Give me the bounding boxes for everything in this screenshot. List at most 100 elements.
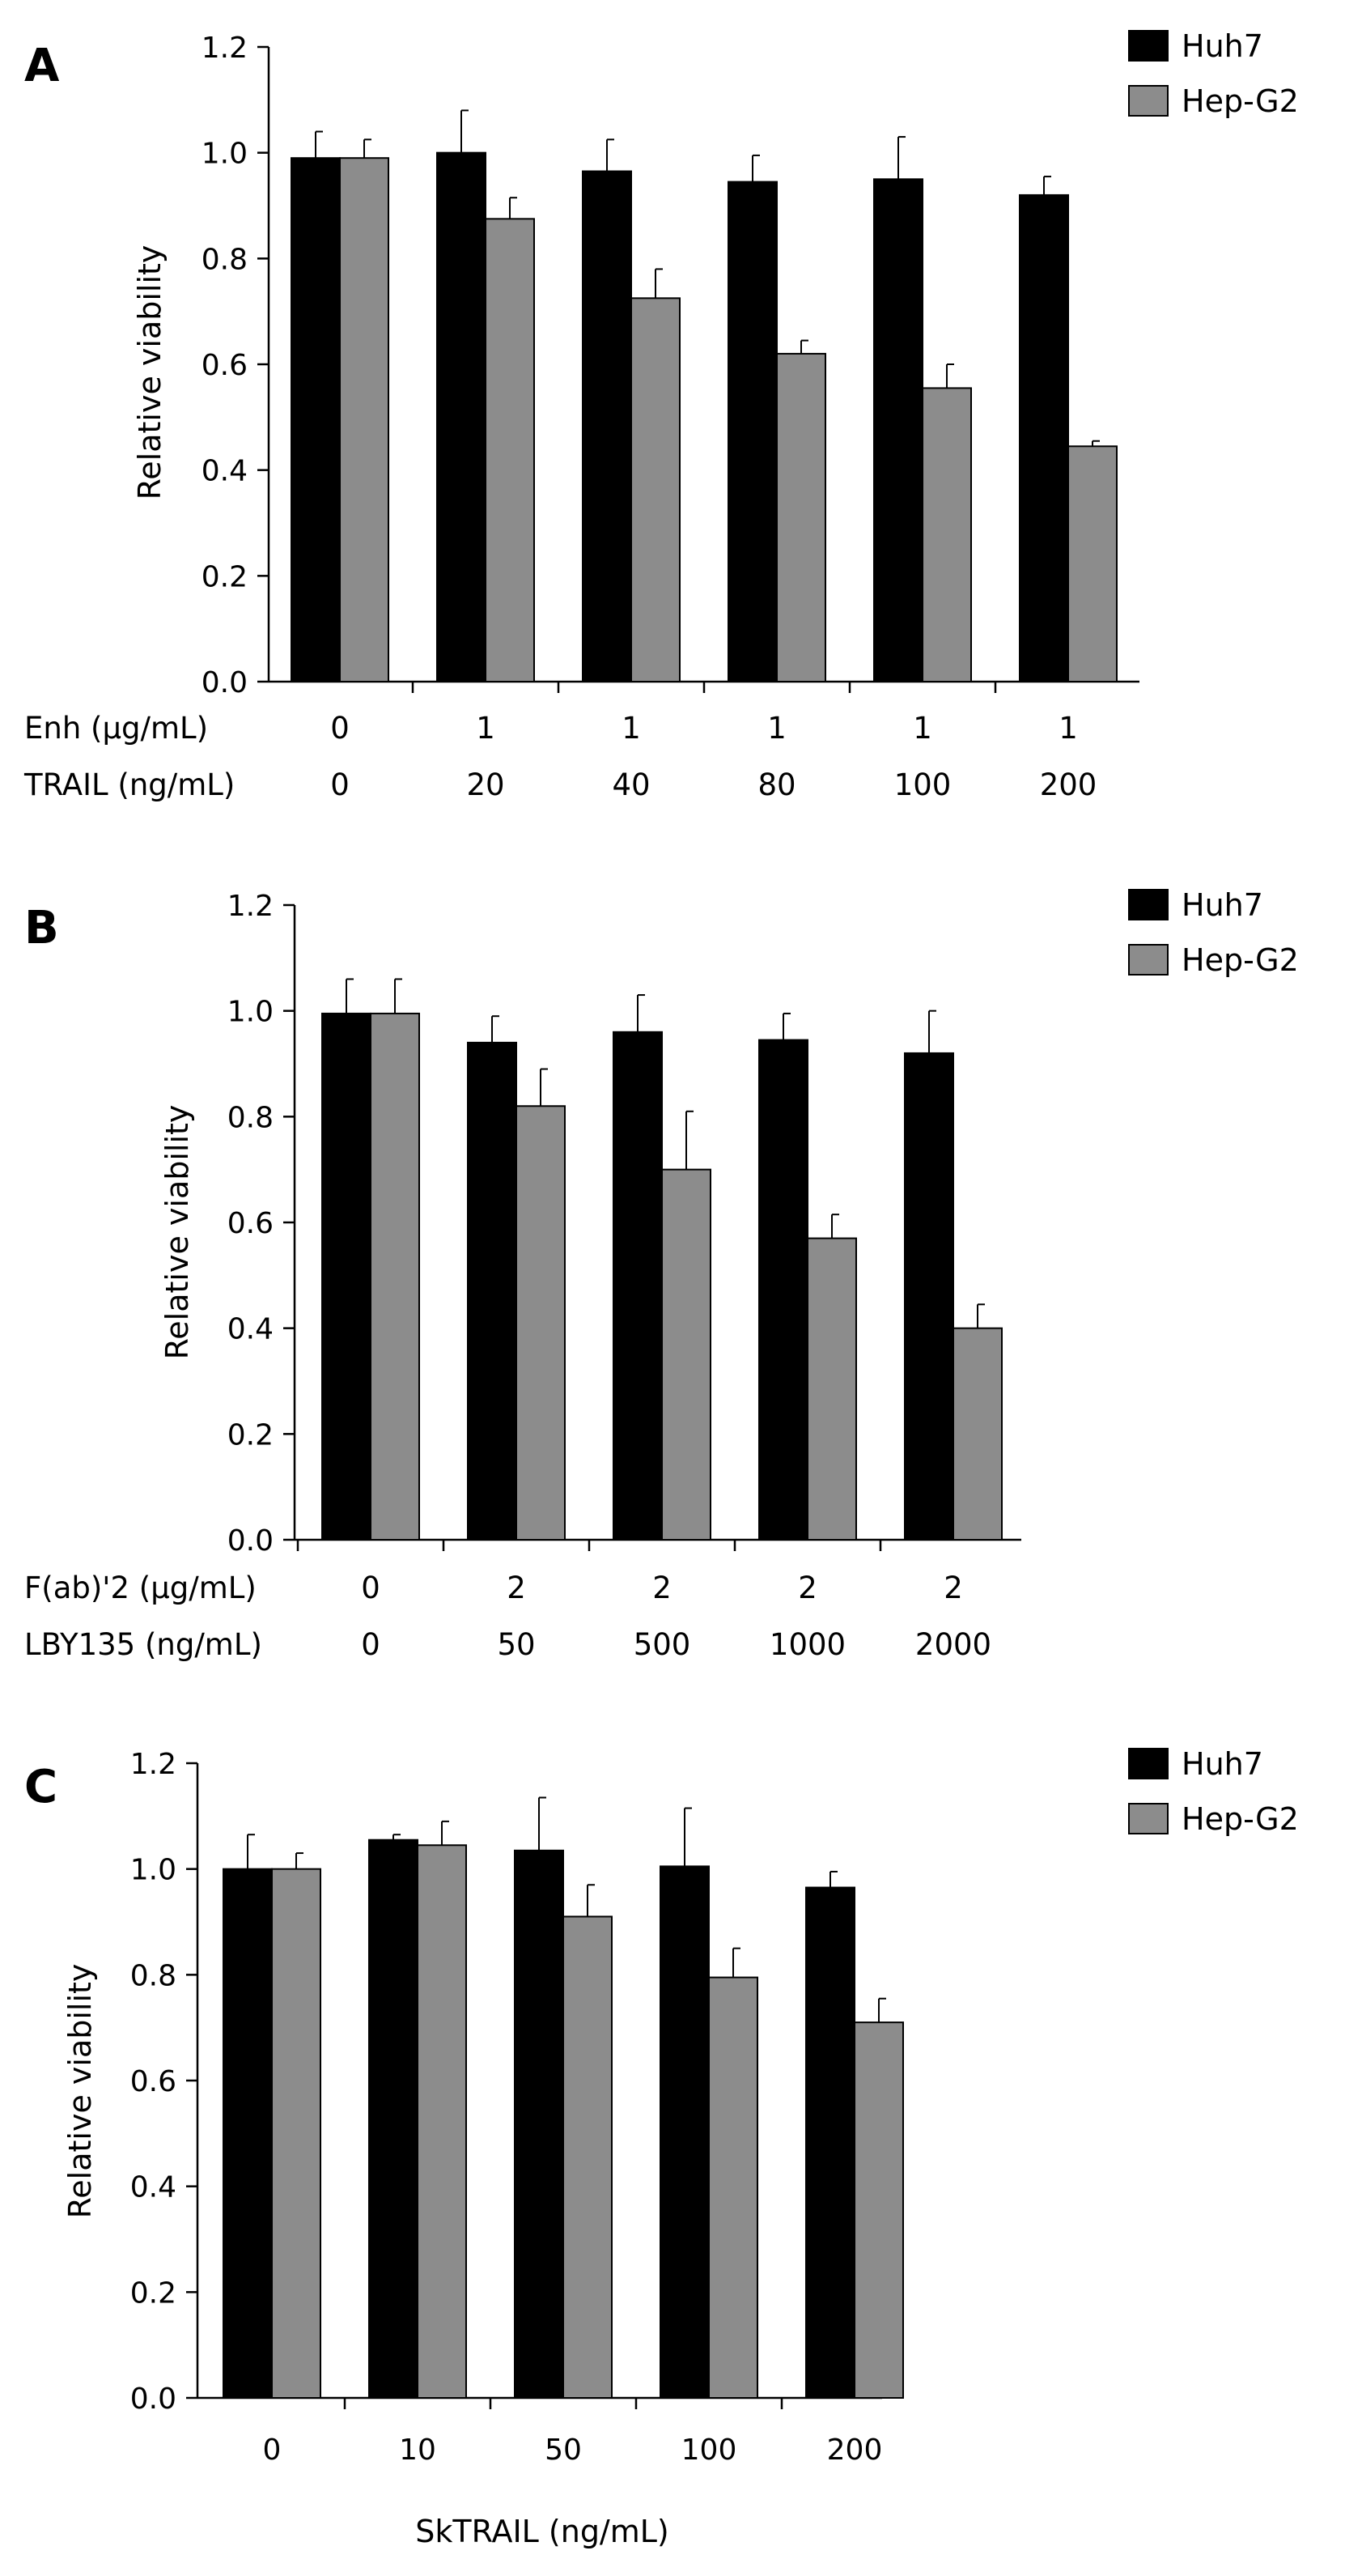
bar-hepg2	[661, 1168, 711, 1541]
condition-value: 0	[330, 711, 350, 746]
y-tick-label: 0.8	[130, 1959, 176, 1992]
legend-swatch-huh7	[1128, 30, 1169, 62]
y-axis-label: Relative viability	[159, 1105, 195, 1360]
bar-huh7	[467, 1041, 517, 1541]
bar-hepg2	[271, 1868, 321, 2400]
bar-hepg2	[807, 1237, 857, 1541]
condition-value: 2	[944, 1571, 963, 1605]
bar-huh7	[582, 170, 632, 683]
panel-b: B Relative viability 0.0 0.2 0.4 0.6 0.8 1.0 1…	[24, 887, 1299, 1662]
condition-row-label: F(ab)'2 (μg/mL)	[24, 1571, 257, 1605]
bar-hepg2	[485, 218, 535, 683]
y-tick-label: 0.4	[130, 2171, 176, 2204]
y-tick-label: 0.0	[202, 666, 248, 699]
y-tick-label: 1.2	[227, 890, 274, 923]
legend-label-huh7: Huh7	[1182, 1746, 1263, 1782]
condition-value: 200	[1040, 767, 1097, 802]
bar-huh7	[660, 1865, 710, 2399]
legend-label-hepg2: Hep-G2	[1182, 83, 1299, 119]
y-tick-label: 1.0	[227, 996, 274, 1029]
panel-letter: B	[24, 902, 59, 954]
x-tick-label: 50	[545, 2434, 582, 2467]
bar-hepg2	[854, 2021, 904, 2399]
y-tick-label: 1.0	[202, 138, 248, 171]
y-tick-label: 1.2	[130, 1748, 176, 1781]
bar-huh7	[223, 1868, 273, 2400]
condition-value: 0	[361, 1627, 380, 1662]
x-tick-label: 200	[827, 2434, 883, 2467]
bar-hepg2	[922, 387, 972, 682]
y-tick-label: 0.6	[130, 2065, 176, 2098]
bar-huh7	[904, 1052, 954, 1541]
bar-huh7	[873, 178, 923, 683]
condition-value: 2	[798, 1571, 817, 1605]
condition-value: 50	[497, 1627, 535, 1662]
y-tick-label: 0.0	[130, 2383, 176, 2416]
condition-value: 0	[330, 767, 350, 802]
bar-hepg2	[776, 352, 826, 682]
bar-hepg2	[708, 1976, 758, 2400]
legend: Huh7 Hep-G2	[1128, 28, 1299, 119]
bar-hepg2	[630, 297, 681, 682]
bar-huh7	[1019, 193, 1069, 682]
condition-value: 2000	[915, 1627, 991, 1662]
legend-swatch-huh7	[1128, 1748, 1169, 1779]
bar-hepg2	[417, 1844, 467, 2399]
x-tick-label: 100	[681, 2434, 737, 2467]
condition-value: 40	[612, 767, 650, 802]
y-tick-label: 0.6	[202, 349, 248, 382]
y-tick-label: 0.6	[227, 1207, 274, 1240]
bar-hepg2	[370, 1012, 420, 1541]
y-tick-label: 0.2	[202, 560, 248, 593]
bar-hepg2	[953, 1327, 1003, 1541]
condition-rows: Enh (μg/mL) TRAIL (ng/mL)	[23, 711, 235, 802]
legend-label-hepg2: Hep-G2	[1182, 942, 1299, 978]
condition-value: 1	[767, 711, 787, 746]
panel-letter: C	[24, 1761, 57, 1813]
condition-value: 2	[507, 1571, 526, 1605]
legend-swatch-huh7	[1128, 889, 1169, 920]
x-tick-label: 10	[399, 2434, 436, 2467]
condition-value: 100	[894, 767, 952, 802]
condition-value: 1000	[770, 1627, 846, 1662]
condition-value: 2	[652, 1571, 672, 1605]
bar-huh7	[368, 1838, 418, 2400]
bar-huh7	[758, 1039, 808, 1541]
legend-label-huh7: Huh7	[1182, 28, 1263, 64]
x-tick-label: 0	[263, 2434, 282, 2467]
condition-row-label: Enh (μg/mL)	[24, 711, 208, 746]
bar-huh7	[728, 181, 778, 683]
legend: Huh7 Hep-G2	[1128, 1746, 1299, 1837]
x-axis-label: SkTRAIL (ng/mL)	[415, 2514, 669, 2549]
legend-swatch-hepg2	[1128, 1803, 1169, 1834]
legend-label-huh7: Huh7	[1182, 887, 1263, 923]
y-tick-label: 0.8	[202, 243, 248, 276]
bar-huh7	[436, 151, 486, 682]
y-tick-label: 1.0	[130, 1854, 176, 1887]
y-axis-label: Relative viability	[132, 245, 168, 500]
condition-row-label: TRAIL (ng/mL)	[23, 767, 235, 802]
legend-swatch-hepg2	[1128, 944, 1169, 976]
condition-value: 80	[757, 767, 796, 802]
panel-a: A Relative viability 0.0 0.2 0.4 0.6 0.8 1.0 1…	[23, 28, 1299, 802]
condition-value: 1	[476, 711, 495, 746]
condition-value: 1	[1059, 711, 1078, 746]
bar-hepg2	[1067, 445, 1118, 682]
panel-c: C Relative viability 0.0 0.2 0.4 0.6 0.8 1.0 1…	[24, 1746, 1299, 2549]
legend: Huh7 Hep-G2	[1128, 887, 1299, 978]
bar-huh7	[291, 157, 341, 682]
condition-value: 0	[361, 1571, 380, 1605]
legend-swatch-hepg2	[1128, 85, 1169, 117]
condition-value: 1	[622, 711, 641, 746]
bar-hepg2	[339, 157, 389, 682]
y-tick-label: 1.2	[202, 32, 248, 65]
y-tick-label: 0.0	[227, 1524, 274, 1558]
y-tick-label: 0.4	[227, 1313, 274, 1346]
legend-label-hepg2: Hep-G2	[1182, 1801, 1299, 1837]
y-axis-label: Relative viability	[62, 1964, 98, 2219]
bar-huh7	[805, 1886, 855, 2400]
y-tick-label: 0.8	[227, 1101, 274, 1134]
condition-value: 500	[634, 1627, 691, 1662]
y-tick-label: 0.2	[130, 2276, 176, 2310]
condition-value: 20	[466, 767, 504, 802]
